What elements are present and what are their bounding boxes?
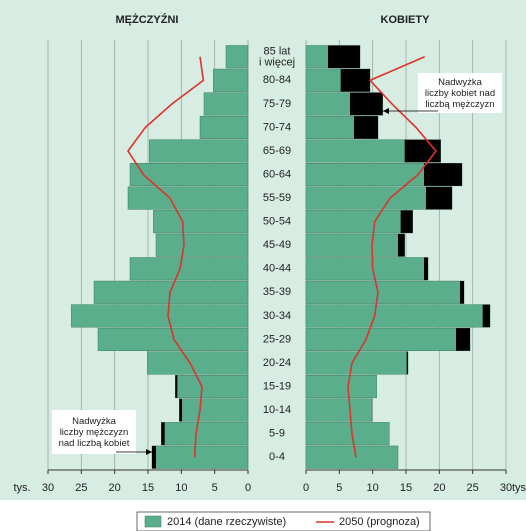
bar [305, 375, 377, 399]
bar [213, 68, 249, 92]
surplus-bar [400, 210, 413, 233]
category-label: 35-39 [263, 286, 291, 298]
surplus-bar [482, 304, 490, 328]
category-label: 0-4 [269, 451, 285, 463]
category-label: 70-74 [263, 121, 291, 133]
x-tick-label: 20 [433, 482, 445, 494]
bar [305, 233, 405, 257]
category-label: 20-24 [263, 357, 291, 369]
surplus-bar [328, 45, 360, 69]
bar [129, 257, 249, 281]
bar [93, 280, 249, 304]
x-tick-label: 15 [142, 482, 154, 494]
forecast-line [347, 56, 438, 458]
right-title: KOBIETY [381, 14, 431, 26]
bar [305, 327, 471, 351]
surplus-bar [175, 375, 178, 398]
bar [305, 210, 413, 234]
x-tick-label: 5 [212, 482, 218, 494]
x-tick-label: 20 [109, 482, 121, 494]
annotation-text: Nadwyżka liczby kobiet nad liczbą mężczyzn [425, 77, 495, 110]
x-tick-label: 10 [175, 482, 187, 494]
bar [203, 92, 249, 116]
category-label: 45-49 [263, 239, 291, 251]
left-title: MĘŻCZYŹNI [116, 13, 179, 26]
x-tick-label: 25 [75, 482, 87, 494]
category-label: 65-69 [263, 145, 291, 157]
bar [151, 445, 249, 469]
category-label: 85 lat i więcej [259, 45, 295, 68]
surplus-bar [456, 328, 470, 351]
bar [161, 422, 249, 446]
x-tick-label: 15 [400, 482, 412, 494]
unit-label: tys. [512, 482, 526, 494]
surplus-bar [179, 398, 182, 422]
surplus-bar [152, 445, 156, 469]
annotation-text: Nadwyżka liczby mężczyzn nad liczbą kobiet [59, 416, 130, 449]
category-label: 15-19 [263, 380, 291, 392]
bar [149, 139, 249, 163]
bar [225, 45, 249, 69]
x-tick-label: 25 [467, 482, 479, 494]
bar [127, 186, 249, 210]
legend-label: 2050 (prognoza) [339, 516, 420, 528]
bar [155, 233, 249, 257]
category-label: 60-64 [263, 168, 291, 180]
legend-label: 2014 (dane rzeczywiste) [167, 516, 286, 528]
arrow-head [383, 108, 389, 114]
category-label: 75-79 [263, 98, 291, 110]
x-tick-label: 30 [42, 482, 54, 494]
category-label: 80-84 [263, 74, 291, 86]
category-label: 5-9 [269, 428, 285, 440]
bar [305, 280, 465, 304]
x-tick-label: 5 [336, 482, 342, 494]
forecast-line [127, 56, 205, 458]
bar [305, 304, 491, 328]
category-label: 30-34 [263, 310, 291, 322]
bar [179, 398, 249, 422]
surplus-bar [426, 186, 452, 210]
x-tick-label: 0 [303, 482, 309, 494]
surplus-bar [354, 116, 378, 139]
surplus-bar [406, 351, 408, 375]
surplus-bar [424, 257, 428, 281]
category-label: 50-54 [263, 216, 291, 228]
legend-box [136, 511, 431, 531]
bar [199, 115, 249, 139]
bar [153, 210, 249, 234]
bar [71, 304, 249, 328]
category-label: 40-44 [263, 263, 291, 275]
category-label: 55-59 [263, 192, 291, 204]
unit-label: tys. [13, 482, 30, 494]
category-label: 25-29 [263, 333, 291, 345]
x-tick-label: 10 [367, 482, 379, 494]
bar [305, 422, 390, 446]
bar [147, 351, 249, 375]
x-tick-label: 30 [500, 482, 512, 494]
bar [305, 257, 429, 281]
annotation-box [418, 73, 502, 113]
legend-swatch [144, 515, 162, 528]
category-label: 10-14 [263, 404, 291, 416]
bar [305, 445, 399, 469]
surplus-bar [398, 233, 405, 257]
bar [305, 398, 373, 422]
x-tick-label: 0 [245, 482, 251, 494]
surplus-bar [161, 422, 165, 445]
bar [129, 163, 249, 187]
arrow-head [146, 449, 152, 455]
bar [97, 327, 249, 351]
annotation-box [52, 410, 136, 454]
surplus-bar [340, 69, 370, 92]
surplus-bar [424, 163, 462, 186]
surplus-bar [460, 281, 464, 304]
bar [175, 375, 249, 399]
surplus-bar [350, 92, 383, 116]
